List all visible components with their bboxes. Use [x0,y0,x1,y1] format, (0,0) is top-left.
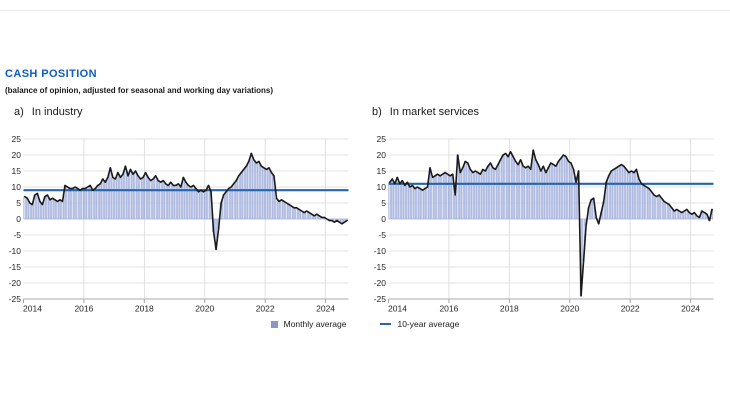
svg-text:-5: -5 [378,230,386,240]
page-subtitle: (balance of opinion, adjusted for season… [5,86,274,95]
svg-text:2022: 2022 [621,304,640,314]
chart-market-services: 25 20 15 10 5 0 -5 -10 -15 -20 -25 2014 2016 2018 2020… [370,125,720,317]
svg-text:15: 15 [12,166,22,176]
svg-text:2022: 2022 [256,304,275,314]
legend-ten-year-label: 10-year average [397,319,460,329]
svg-text:-10: -10 [9,246,22,256]
svg-text:2014: 2014 [388,304,407,314]
svg-text:2024: 2024 [316,304,335,314]
svg-text:20: 20 [12,150,22,160]
svg-text:15: 15 [377,166,387,176]
svg-text:-15: -15 [9,262,22,272]
svg-text:2016: 2016 [74,304,93,314]
svg-text:25: 25 [12,134,22,144]
svg-text:5: 5 [16,198,21,208]
page-title: CASH POSITION [5,68,97,80]
svg-text:25: 25 [377,134,387,144]
svg-text:-5: -5 [13,230,21,240]
svg-text:2018: 2018 [135,304,154,314]
panel-b-prefix: b) [372,106,382,118]
svg-text:2016: 2016 [439,304,458,314]
panel-a-prefix: a) [14,106,24,118]
panel-a-heading: a) In industry [14,106,83,118]
svg-text:5: 5 [381,198,386,208]
svg-text:-20: -20 [374,278,387,288]
svg-text:2018: 2018 [500,304,519,314]
monthly-average-swatch-icon [270,320,278,328]
svg-text:2024: 2024 [681,304,700,314]
svg-text:-25: -25 [9,294,22,304]
legend-monthly-label: Monthly average [283,319,347,329]
svg-text:-15: -15 [374,262,387,272]
panel-b-title: In market services [389,106,480,118]
svg-text:0: 0 [16,214,21,224]
svg-text:-10: -10 [374,246,387,256]
ten-year-average-line-icon [380,322,392,326]
svg-text:-20: -20 [9,278,22,288]
top-divider [0,10,730,11]
svg-text:2014: 2014 [23,304,42,314]
svg-text:20: 20 [377,150,387,160]
svg-text:2020: 2020 [195,304,214,314]
svg-text:10: 10 [12,182,22,192]
svg-text:-25: -25 [374,294,387,304]
chart-industry: 25 20 15 10 5 0 -5 -10 -15 -20 -25 2014 2016 2018 2020… [5,125,355,317]
svg-text:0: 0 [381,214,386,224]
chart-legend: Monthly average 10-year average [0,319,730,329]
legend-item-monthly: Monthly average [270,319,347,329]
panel-a-title: In industry [31,106,83,118]
panel-b-heading: b) In market services [372,106,479,118]
svg-text:10: 10 [377,182,387,192]
legend-item-ten-year: 10-year average [380,319,459,329]
svg-text:2020: 2020 [560,304,579,314]
